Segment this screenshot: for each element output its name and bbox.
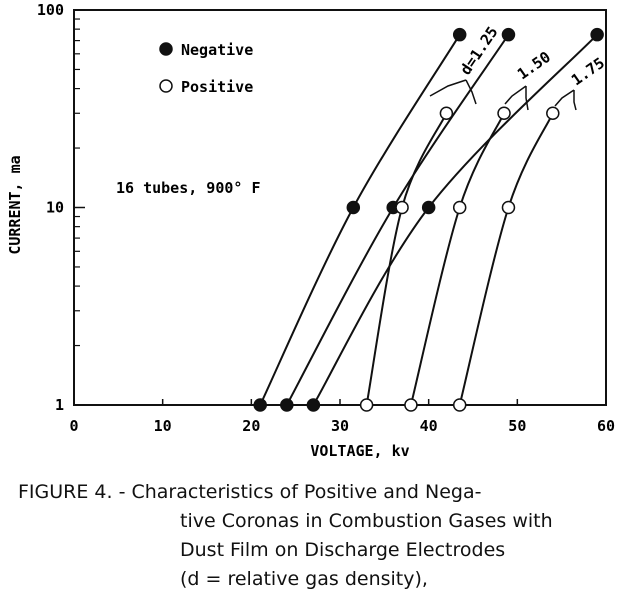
curve-positive-5 — [458, 112, 554, 406]
point-negative-0-0 — [253, 398, 267, 412]
point-positive-5-0 — [452, 398, 467, 412]
x-tick-label-6: 60 — [597, 417, 615, 435]
point-positive-5-1 — [501, 200, 516, 215]
x-tick-label-0: 0 — [69, 417, 78, 435]
y-axis: 1 10 100 — [37, 1, 85, 414]
point-negative-2-0 — [306, 398, 321, 412]
point-negative-0-2 — [452, 27, 467, 42]
curve-positive-4 — [409, 112, 505, 406]
point-positive-4-0 — [404, 398, 418, 412]
caption-line-4: (d = relative gas density), — [180, 568, 428, 590]
annotation-text: 16 tubes, 900° F — [116, 179, 261, 197]
curve-label-1-leader — [429, 79, 477, 105]
x-axis: 0 10 20 30 40 50 60 — [69, 399, 615, 435]
point-negative-1-2 — [501, 27, 516, 42]
point-positive-3-2 — [439, 106, 454, 121]
legend-positive-label: Positive — [181, 78, 253, 96]
curve-label-3-leader — [554, 89, 577, 111]
y-axis-label: CURRENT, ma — [6, 155, 24, 254]
curve-label-2-leader — [504, 85, 529, 111]
figure-caption: FIGURE 4. - Characteristics of Positive … — [18, 478, 618, 594]
legend-positive-marker — [159, 79, 173, 93]
point-positive-3-1 — [395, 200, 409, 215]
point-negative-2-2 — [590, 27, 604, 42]
x-axis-label: VOLTAGE, kv — [310, 442, 409, 460]
legend-negative-marker — [159, 42, 173, 56]
point-positive-4-2 — [497, 106, 511, 121]
point-positive-5-2 — [546, 106, 560, 121]
x-tick-label-2: 20 — [242, 417, 260, 435]
x-tick-label-5: 50 — [508, 417, 526, 435]
curve-label-2: 1.50 — [514, 48, 554, 83]
y-tick-label-0: 1 — [55, 396, 64, 414]
curves — [259, 33, 598, 406]
point-negative-0-1 — [346, 200, 361, 215]
x-tick-label-1: 10 — [154, 417, 172, 435]
x-tick-label-3: 30 — [331, 417, 349, 435]
point-negative-2-1 — [421, 200, 436, 215]
x-tick-label-4: 40 — [420, 417, 438, 435]
data-points — [253, 27, 604, 412]
caption-line-2: tive Coronas in Combustion Gases with — [180, 510, 553, 532]
point-positive-3-0 — [359, 398, 374, 412]
chart: 0 10 20 30 40 50 60 1 10 100 VOLTAGE, kv CURRENT… — [6, 1, 615, 460]
curve-negative-0 — [259, 34, 461, 406]
curve-negative-1 — [285, 34, 510, 406]
curve-positive-3 — [365, 112, 448, 406]
caption-line-3: Dust Film on Discharge Electrodes — [180, 539, 506, 561]
point-positive-4-1 — [452, 200, 467, 215]
caption-line-1: FIGURE 4. - Characteristics of Positive … — [18, 481, 482, 503]
curve-label-3: 1.75 — [568, 54, 608, 89]
point-negative-1-0 — [280, 398, 294, 412]
y-tick-label-1: 10 — [46, 199, 64, 217]
y-tick-label-2: 100 — [37, 1, 64, 19]
legend-negative-label: Negative — [181, 41, 253, 59]
